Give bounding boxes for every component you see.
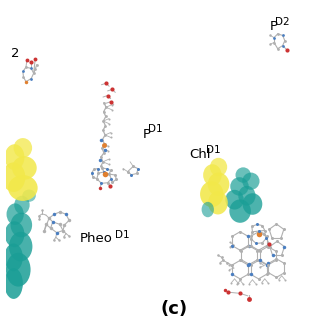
Ellipse shape (9, 232, 32, 261)
Ellipse shape (229, 199, 251, 223)
Ellipse shape (5, 144, 24, 170)
Ellipse shape (14, 138, 32, 158)
Ellipse shape (202, 202, 214, 217)
Ellipse shape (4, 244, 23, 271)
Ellipse shape (200, 181, 223, 207)
Text: D1: D1 (115, 230, 130, 240)
Ellipse shape (12, 156, 37, 180)
Ellipse shape (5, 221, 24, 247)
Ellipse shape (14, 196, 30, 214)
Ellipse shape (6, 204, 24, 225)
Text: D1: D1 (148, 124, 163, 134)
Ellipse shape (208, 191, 228, 214)
Ellipse shape (203, 164, 222, 186)
Ellipse shape (6, 253, 31, 287)
Ellipse shape (8, 175, 38, 201)
Ellipse shape (236, 167, 251, 183)
Ellipse shape (210, 158, 227, 176)
Ellipse shape (230, 177, 249, 196)
Text: D1: D1 (206, 145, 220, 155)
Text: D2: D2 (275, 17, 289, 27)
Text: P: P (269, 20, 277, 33)
Ellipse shape (225, 190, 244, 210)
Ellipse shape (243, 193, 262, 215)
Ellipse shape (242, 172, 260, 190)
Ellipse shape (4, 268, 23, 299)
Text: Chl: Chl (189, 148, 211, 161)
Text: P: P (143, 128, 151, 140)
Text: (c): (c) (160, 300, 188, 318)
Ellipse shape (22, 189, 36, 202)
Ellipse shape (238, 186, 256, 205)
Text: 2: 2 (12, 47, 20, 60)
Text: Pheo: Pheo (80, 232, 113, 245)
Ellipse shape (2, 163, 25, 192)
Ellipse shape (11, 212, 32, 237)
Ellipse shape (208, 172, 229, 196)
